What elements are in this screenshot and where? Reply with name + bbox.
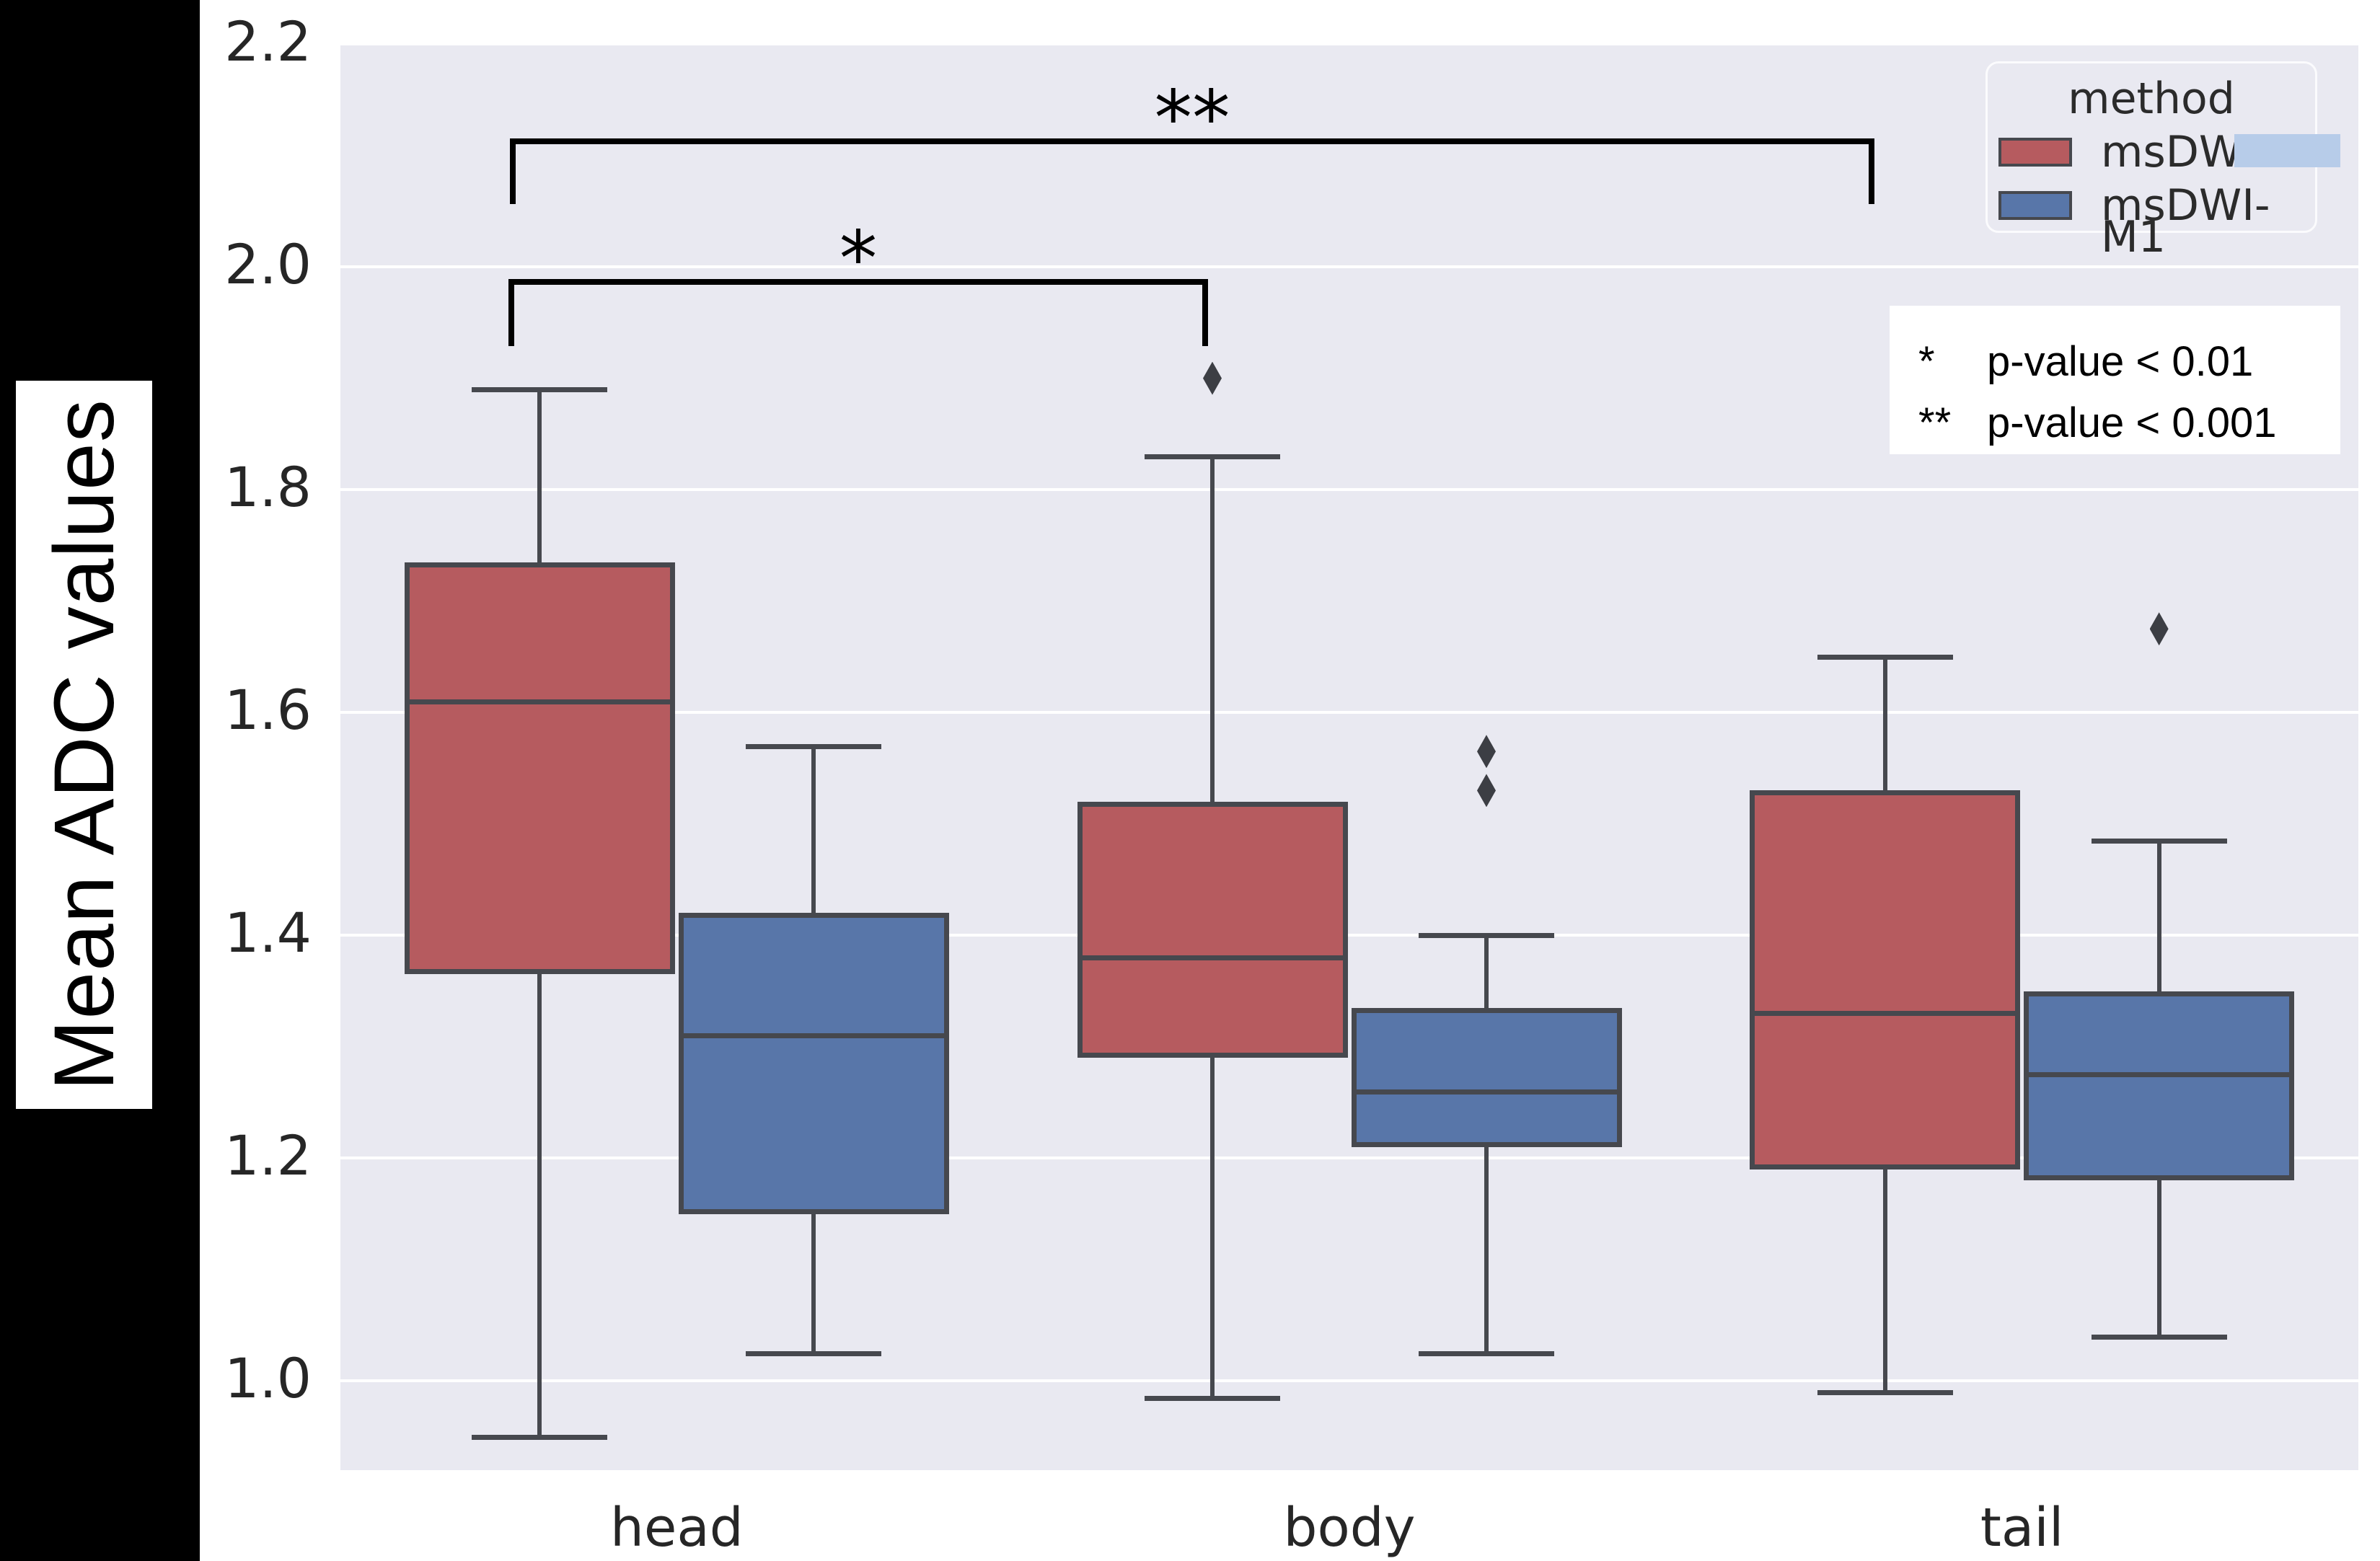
pvalue-line1-text: p-value < 0.01: [1987, 338, 2254, 385]
plot-area: [340, 44, 2358, 1470]
x-tick-label-head: head: [609, 1497, 744, 1559]
x-tick-label-body: body: [1283, 1497, 1416, 1559]
pvalue-line-1: * p-value < 0.01: [1918, 337, 2253, 385]
legend-label-blue: msDWI-M1: [2101, 180, 2270, 262]
legend-title: method: [2068, 74, 2235, 124]
pvalue-line2-symbol: **: [1918, 399, 1952, 446]
pvalue-line-2: ** p-value < 0.001: [1918, 399, 2276, 446]
y-axis-label: Mean ADC values: [36, 399, 132, 1091]
legend-swatch-blue: [1998, 191, 2072, 220]
pvalue-annotation-box: * p-value < 0.01 ** p-value < 0.001: [1890, 306, 2340, 454]
pvalue-line1-symbol: *: [1918, 338, 1935, 385]
pvalue-line2-text: p-value < 0.001: [1987, 399, 2277, 446]
x-tick-label-tail: tail: [1980, 1497, 2064, 1559]
y-axis-label-box: Mean ADC values: [16, 381, 152, 1109]
legend-label-redaction-overlay: [2234, 134, 2340, 167]
legend-swatch-red: [1998, 138, 2072, 167]
